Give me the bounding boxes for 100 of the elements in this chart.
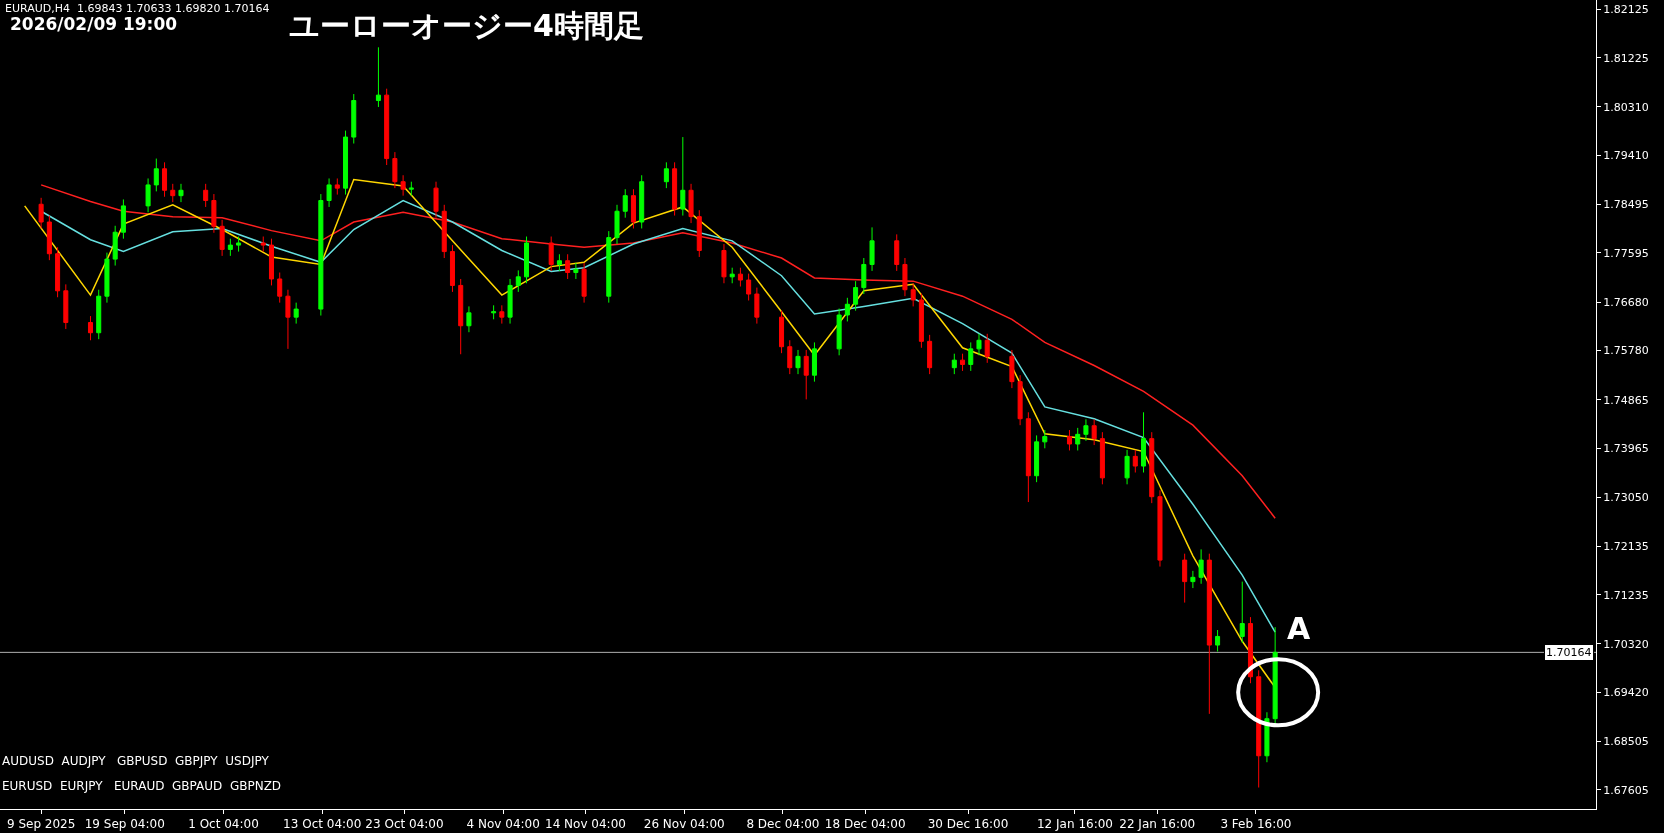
- x-tick-label: 26 Nov 04:00: [643, 817, 725, 832]
- candlestick: [343, 130, 349, 196]
- candlestick: [384, 88, 390, 166]
- candlestick: [556, 253, 562, 272]
- candlestick: [1042, 429, 1048, 449]
- candlestick: [375, 46, 381, 108]
- candlestick: [976, 333, 982, 356]
- candlestick: [721, 243, 727, 284]
- candlestick: [754, 287, 760, 325]
- candlestick: [844, 297, 850, 322]
- candlestick: [112, 225, 118, 267]
- candlestick: [499, 304, 505, 325]
- candlestick: [861, 257, 867, 295]
- y-tick-label: 1.68505: [1603, 735, 1649, 749]
- y-tick-label: 1.81225: [1603, 51, 1649, 65]
- candlestick: [869, 226, 875, 272]
- candlestick: [96, 289, 102, 340]
- candlestick: [334, 177, 340, 196]
- candlestick: [630, 188, 636, 229]
- y-tick-label: 1.82125: [1603, 3, 1649, 17]
- candlestick: [1182, 553, 1188, 604]
- candlestick: [211, 193, 217, 234]
- candlestick: [351, 93, 357, 145]
- candlestick: [811, 341, 817, 383]
- candlestick: [968, 341, 974, 372]
- candlestick: [737, 267, 743, 288]
- x-tick-label: 14 Nov 04:00: [545, 817, 626, 832]
- candlestick: [285, 289, 291, 350]
- candlestick: [696, 209, 702, 258]
- candlestick: [606, 230, 612, 304]
- candlestick: [1157, 489, 1163, 568]
- candlestick: [1034, 434, 1040, 483]
- candlestick: [565, 253, 571, 280]
- candlestick: [293, 302, 299, 325]
- candlestick: [449, 244, 455, 293]
- y-tick-label: 1.71235: [1603, 588, 1649, 602]
- candlestick: [170, 183, 176, 203]
- candlestick: [1149, 431, 1155, 504]
- x-tick-label: 12 Jan 16:00: [1036, 817, 1113, 832]
- candlestick: [1132, 449, 1138, 473]
- annotation: 2026/02/09 19:00: [10, 14, 178, 34]
- candlestick: [524, 236, 530, 284]
- candlestick: [779, 310, 785, 354]
- candlestick: [63, 283, 69, 330]
- candlestick: [441, 204, 447, 259]
- x-tick-label: 4 Nov 04:00: [466, 817, 540, 832]
- candlestick: [902, 257, 908, 297]
- y-tick-label: 1.70320: [1603, 637, 1649, 651]
- candlestick: [984, 333, 990, 364]
- candlestick: [1206, 553, 1212, 715]
- candlestick: [803, 349, 809, 400]
- candlestick: [1239, 581, 1245, 644]
- candlestick: [408, 181, 414, 197]
- y-tick-label: 1.80310: [1603, 100, 1649, 114]
- candlestick: [268, 238, 274, 286]
- annotation: EURUSD EURJPY EURAUD GBPAUD GBPNZD: [2, 779, 282, 793]
- candlestick: [433, 181, 439, 219]
- candlestick: [392, 151, 398, 189]
- candlestick: [960, 353, 966, 372]
- candlestick: [120, 198, 126, 240]
- x-tick-label: 22 Jan 16:00: [1119, 817, 1196, 832]
- annotation: EURAUD,H4 1.69843 1.70633 1.69820 1.70164: [5, 2, 270, 15]
- candlestick: [162, 161, 168, 198]
- candlestick: [1075, 427, 1081, 451]
- candlestick: [1099, 431, 1105, 485]
- x-tick-label: 1 Oct 04:00: [188, 817, 259, 832]
- candlestick: [1256, 669, 1262, 788]
- candlestick: [145, 177, 151, 213]
- y-tick-label: 1.75780: [1603, 344, 1649, 358]
- y-tick-label: 1.72135: [1603, 540, 1649, 554]
- candlestick: [318, 193, 324, 317]
- candlestick: [910, 282, 916, 307]
- candlestick: [178, 183, 184, 203]
- y-tick-label: 1.74865: [1603, 393, 1649, 407]
- x-tick-label: 8 Dec 04:00: [746, 817, 820, 832]
- candlestick: [46, 215, 52, 261]
- candlestick: [853, 280, 859, 312]
- candlestick: [1124, 449, 1130, 485]
- candlestick: [1272, 626, 1278, 726]
- x-tick-label: 19 Sep 04:00: [84, 817, 165, 832]
- candlestick: [1091, 418, 1097, 446]
- candlestick: [326, 177, 332, 208]
- candlestick: [1190, 570, 1196, 589]
- candlestick: [219, 219, 225, 257]
- x-tick-label: 30 Dec 16:00: [927, 817, 1009, 832]
- candlestick: [55, 246, 61, 298]
- candlestick: [1141, 411, 1147, 473]
- candlestick: [203, 183, 209, 208]
- candlestick: [729, 267, 735, 284]
- candlestick: [787, 339, 793, 375]
- candlestick: [918, 293, 924, 349]
- candlestick: [466, 305, 472, 333]
- y-tick-label: 1.73965: [1603, 441, 1649, 455]
- candlestick: [573, 262, 579, 280]
- annotation: AUDUSD AUDJPY GBPUSD GBPJPY USDJPY: [2, 754, 270, 768]
- candlestick: [614, 204, 620, 245]
- y-tick-label: 1.78495: [1603, 198, 1649, 212]
- candlestick: [277, 272, 283, 304]
- candlestick: [672, 161, 678, 217]
- candlestick: [515, 269, 521, 293]
